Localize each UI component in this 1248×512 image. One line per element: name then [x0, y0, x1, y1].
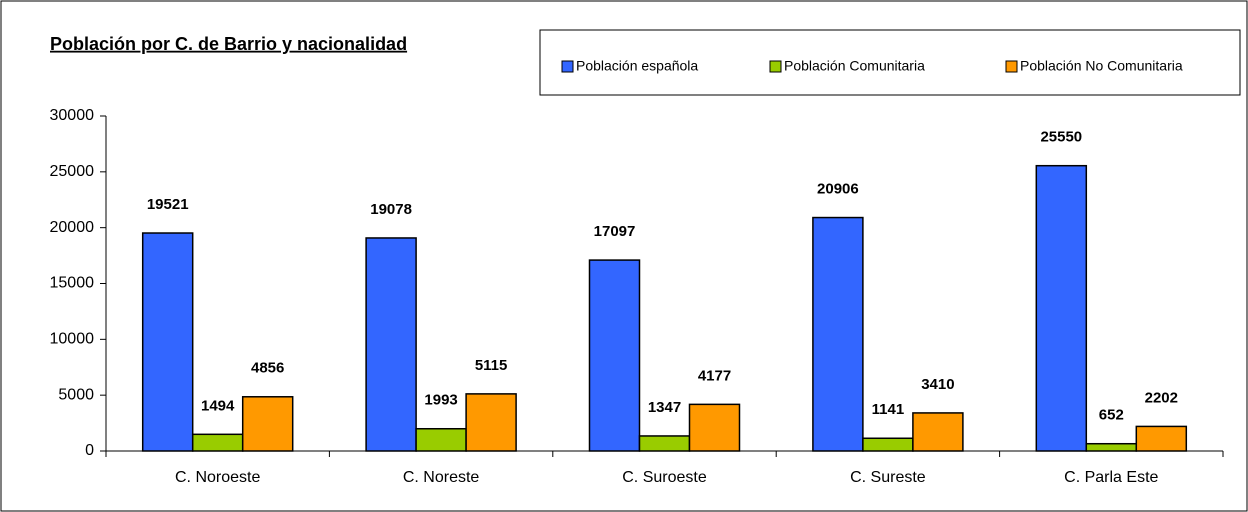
legend-label: Población No Comunitaria	[1020, 58, 1183, 74]
y-tick-label: 20000	[50, 219, 95, 236]
bar	[1135, 425, 1188, 452]
y-tick-label: 5000	[58, 386, 94, 403]
bar	[688, 403, 741, 452]
data-label: 1993	[424, 392, 457, 409]
legend-swatch	[561, 60, 574, 73]
bar	[1085, 442, 1138, 452]
bar	[588, 259, 641, 452]
data-label: 1141	[872, 401, 905, 418]
data-label: 652	[1099, 407, 1124, 424]
data-label: 25550	[1040, 129, 1082, 146]
y-tick-label: 15000	[50, 275, 95, 292]
bar	[862, 437, 914, 452]
bar	[141, 232, 194, 452]
bar	[241, 396, 294, 452]
x-tick-label: C. Noreste	[403, 469, 480, 486]
bar	[191, 433, 244, 452]
bar	[812, 216, 864, 452]
bar	[415, 427, 467, 452]
bar	[1035, 164, 1088, 452]
x-tick-label: C. Suroeste	[622, 469, 707, 486]
data-label: 19078	[370, 201, 412, 218]
legend-label: Población Comunitaria	[784, 58, 925, 74]
y-tick-label: 30000	[50, 107, 95, 124]
legend-swatch	[769, 60, 782, 73]
y-tick-label: 0	[85, 442, 94, 459]
legend-label: Población española	[576, 58, 698, 74]
bar	[638, 435, 691, 452]
bar	[912, 412, 964, 452]
data-label: 2202	[1145, 389, 1178, 406]
data-label: 4856	[251, 360, 284, 377]
data-label: 3410	[921, 376, 954, 393]
data-label: 19521	[147, 196, 189, 213]
x-tick-label: C. Sureste	[850, 469, 926, 486]
y-tick-label: 25000	[50, 163, 95, 180]
bar	[465, 393, 517, 452]
x-tick-label: C. Parla Este	[1064, 469, 1158, 486]
x-tick-label: C. Noroeste	[175, 469, 260, 486]
legend-box	[539, 29, 1241, 96]
bar	[365, 237, 417, 452]
data-label: 4177	[698, 367, 731, 384]
data-label: 20906	[817, 181, 859, 198]
legend-swatch	[1005, 60, 1018, 73]
data-label: 17097	[594, 223, 636, 240]
data-label: 1347	[648, 399, 681, 416]
data-label: 1494	[201, 397, 235, 414]
data-label: 5115	[475, 357, 508, 374]
chart-title: Población por C. de Barrio y nacionalida…	[50, 34, 407, 54]
y-tick-label: 10000	[50, 331, 95, 348]
